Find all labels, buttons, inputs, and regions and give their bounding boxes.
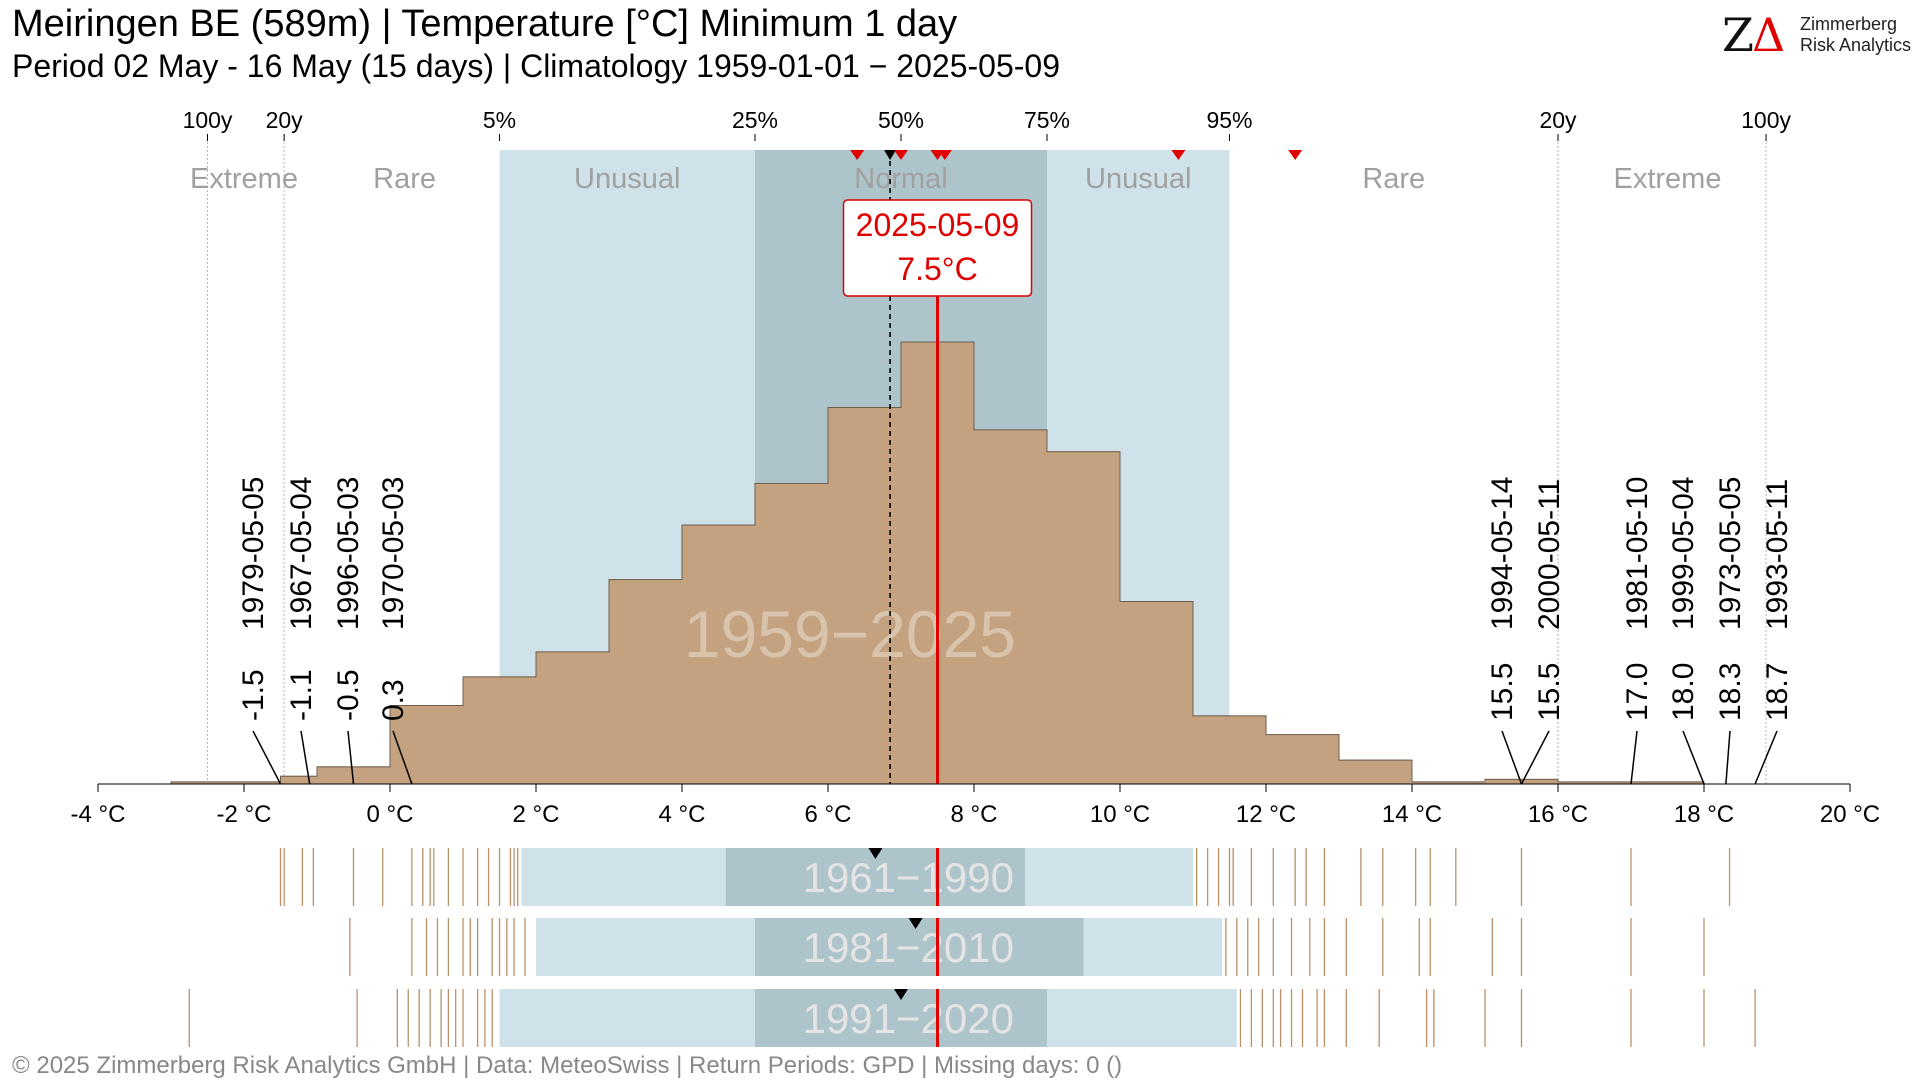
histogram-bar xyxy=(1046,451,1121,785)
histogram-bar xyxy=(608,579,683,785)
band-label-normal: Normal xyxy=(854,163,947,195)
extreme-leader-line xyxy=(1725,730,1731,785)
extreme-leader-line xyxy=(1630,730,1638,785)
extreme-value-label: 18.0 xyxy=(1667,663,1700,721)
extreme-value-label: 18.3 xyxy=(1714,663,1747,721)
histogram-bar xyxy=(1119,600,1194,785)
highlight-date: 2025-05-09 xyxy=(856,207,1020,243)
recent-value-marker xyxy=(1288,150,1303,160)
histogram-bar xyxy=(280,775,318,785)
extreme-value-label: 18.7 xyxy=(1761,663,1794,721)
extreme-value-label: -1.1 xyxy=(285,669,318,721)
histogram-outline xyxy=(170,341,1705,784)
percentile-tick-label: 100y xyxy=(1741,107,1791,133)
extreme-date-label: 1981-05-10 xyxy=(1621,477,1654,630)
histogram-bar xyxy=(535,651,610,785)
extreme-date-label: 1967-05-04 xyxy=(285,477,318,630)
logo-text-line2: Risk Analytics xyxy=(1800,35,1912,55)
climatology-period-label: 1981−2010 xyxy=(803,924,1014,971)
period-label-overlay: 1959−2025 xyxy=(684,597,1016,671)
extreme-leader-line xyxy=(1520,730,1550,785)
company-logo: ZΔ Zimmerberg Risk Analytics xyxy=(1722,8,1914,62)
extreme-date-label: 1970-05-03 xyxy=(377,477,410,630)
histogram-bar xyxy=(827,407,902,785)
extreme-leader-line xyxy=(347,730,355,785)
climatology-period-label: 1991−2020 xyxy=(803,995,1014,1042)
extreme-leader-line xyxy=(392,730,413,785)
percentile-tick-label: 25% xyxy=(732,107,778,133)
extreme-leader-line xyxy=(1682,730,1705,785)
logo-text-line1: Zimmerberg xyxy=(1800,14,1898,34)
x-axis-tick-label: 0 °C xyxy=(367,801,414,828)
percentile-tick-label: 5% xyxy=(483,107,516,133)
band-label-rare: Rare xyxy=(1362,163,1425,195)
x-axis-tick-label: 16 °C xyxy=(1528,801,1588,828)
chart-subtitle: Period 02 May - 16 May (15 days) | Clima… xyxy=(12,48,1060,84)
percentile-tick-label: 95% xyxy=(1206,107,1252,133)
x-axis-tick-label: 4 °C xyxy=(659,801,706,828)
x-axis-tick-label: 6 °C xyxy=(805,801,852,828)
recent-value-marker xyxy=(850,150,865,160)
percentile-tick-label: 20y xyxy=(1539,107,1577,133)
footer-credit: © 2025 Zimmerberg Risk Analytics GmbH | … xyxy=(12,1052,1123,1079)
extreme-value-label: 0.3 xyxy=(377,679,410,721)
extreme-date-label: 1999-05-04 xyxy=(1667,477,1700,630)
extreme-date-label: 1994-05-14 xyxy=(1486,477,1519,630)
recent-value-marker xyxy=(1171,150,1186,160)
x-axis-tick-label: 12 °C xyxy=(1236,801,1296,828)
climatology-period-label: 1961−1990 xyxy=(803,854,1014,901)
x-axis-tick-label: -2 °C xyxy=(217,801,272,828)
percentile-tick-label: 20y xyxy=(266,107,304,133)
extreme-date-label: 1996-05-03 xyxy=(332,477,365,630)
climatology-normal-band xyxy=(755,918,1084,976)
extreme-value-label: 17.0 xyxy=(1621,663,1654,721)
highlight-label-box xyxy=(842,199,1033,297)
band-label-unusual: Unusual xyxy=(1085,163,1191,195)
extreme-value-label: 15.5 xyxy=(1533,663,1566,721)
climatology-median-marker xyxy=(868,848,883,859)
chart-title: Meiringen BE (589m) | Temperature [°C] M… xyxy=(12,3,958,45)
logo-mark: ZΔ xyxy=(1722,8,1785,62)
recent-value-marker xyxy=(937,150,952,160)
extreme-leader-line xyxy=(300,730,311,785)
band-label-rare: Rare xyxy=(373,163,436,195)
extreme-value-label: 15.5 xyxy=(1486,663,1519,721)
x-axis-tick-label: 10 °C xyxy=(1090,801,1150,828)
extreme-leader-line xyxy=(252,730,282,785)
highlight-value: 7.5°C xyxy=(897,251,977,287)
histogram-bar xyxy=(681,524,756,785)
x-axis-tick-label: 14 °C xyxy=(1382,801,1442,828)
climatology-median-marker xyxy=(894,989,908,1000)
band-label-extreme: Extreme xyxy=(1614,163,1722,195)
extreme-leader-line xyxy=(1501,730,1523,785)
climatology-median-marker xyxy=(908,918,923,929)
extreme-date-label: 1973-05-05 xyxy=(1714,477,1747,630)
band-label-extreme: Extreme xyxy=(190,163,298,195)
x-axis-tick-label: 20 °C xyxy=(1820,801,1880,828)
extreme-leader-line xyxy=(1754,730,1778,785)
histogram-bar xyxy=(462,676,537,785)
percentile-tick-label: 100y xyxy=(183,107,233,133)
x-axis-tick-label: -4 °C xyxy=(71,801,126,828)
logo-text: Zimmerberg Risk Analytics xyxy=(1800,14,1911,56)
histogram-bar xyxy=(973,429,1048,785)
histogram-bar xyxy=(1192,715,1267,785)
extreme-date-label: 1993-05-11 xyxy=(1761,479,1794,630)
median-marker xyxy=(884,150,897,160)
x-axis-tick-label: 2 °C xyxy=(513,801,560,828)
histogram-bar xyxy=(1338,759,1413,785)
extreme-date-label: 2000-05-11 xyxy=(1533,479,1566,630)
percentile-tick-label: 50% xyxy=(878,107,924,133)
x-axis-tick-label: 8 °C xyxy=(951,801,998,828)
histogram-bar xyxy=(754,482,829,785)
band-label-unusual: Unusual xyxy=(574,163,680,195)
recent-value-marker xyxy=(894,150,908,160)
extreme-value-label: -1.5 xyxy=(237,669,270,721)
extreme-value-label: -0.5 xyxy=(332,669,365,721)
extreme-date-label: 1979-05-05 xyxy=(237,477,270,630)
percentile-tick-label: 75% xyxy=(1024,107,1070,133)
x-axis-tick-label: 18 °C xyxy=(1674,801,1734,828)
histogram-bar xyxy=(1265,734,1340,785)
